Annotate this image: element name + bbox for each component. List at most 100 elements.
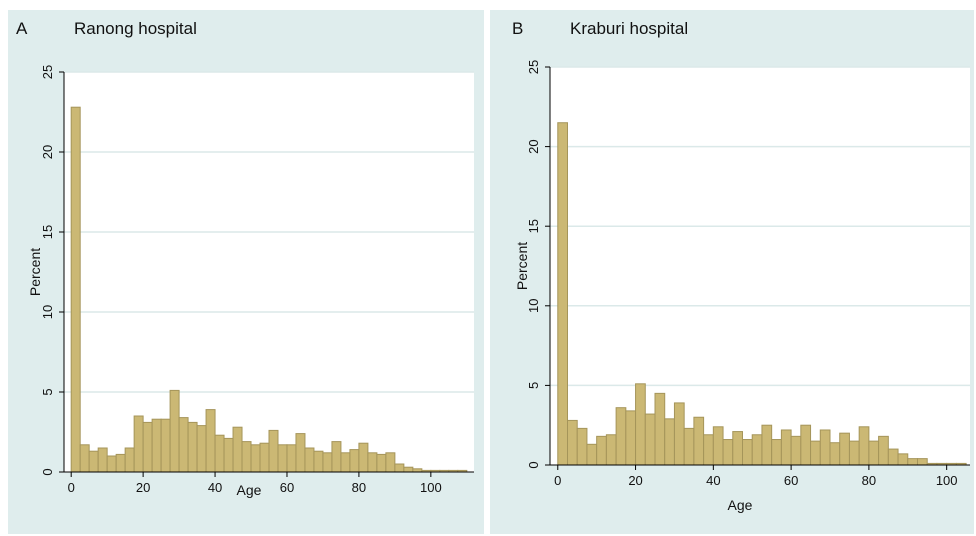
histogram-bar	[403, 466, 414, 473]
histogram-bar	[313, 450, 324, 473]
y-tick-label: 10	[40, 305, 55, 319]
x-tick-label: 0	[554, 473, 561, 488]
histogram-bar	[169, 389, 180, 473]
panel-a: 0 5 10 15 20 25 0 20 40 60 80 100 Percent Age A Ranong …	[8, 10, 484, 534]
y-tick-label: 5	[526, 382, 541, 389]
x-axis-label: Age	[237, 482, 262, 498]
histogram-bar	[214, 434, 225, 473]
y-tick-label: 0	[40, 468, 55, 475]
histogram-bar	[576, 427, 588, 466]
x-tick-label: 80	[862, 473, 876, 488]
histogram-bar	[376, 453, 387, 473]
plot-area	[64, 72, 474, 472]
histogram-bar	[887, 448, 899, 466]
y-tick-label: 20	[40, 145, 55, 159]
histogram-bar	[304, 447, 315, 473]
y-tick-label: 10	[526, 299, 541, 313]
histogram-bar	[223, 437, 234, 473]
y-tick-label: 25	[526, 60, 541, 74]
histogram-bar	[848, 440, 860, 466]
histogram-bar	[259, 442, 270, 473]
x-tick-label: 60	[784, 473, 798, 488]
histogram-bar	[331, 441, 342, 473]
histogram-bar	[635, 383, 646, 466]
histogram-bar	[394, 463, 405, 473]
histogram-bar	[250, 444, 261, 473]
histogram-bar	[178, 417, 189, 473]
x-tick-label: 40	[706, 473, 720, 488]
histogram-bar	[615, 407, 627, 466]
histogram-bar	[286, 444, 297, 473]
histogram-bar	[917, 458, 928, 466]
histogram-bar	[160, 418, 171, 473]
y-tick-label: 25	[40, 65, 55, 79]
histogram-bar	[367, 452, 378, 473]
panel-title: Kraburi hospital	[570, 19, 688, 38]
histogram-bar	[322, 452, 333, 473]
histogram-bar	[187, 421, 198, 473]
histogram-bar	[742, 439, 753, 466]
histogram-bar	[232, 426, 243, 473]
histogram-bar	[761, 424, 773, 466]
histogram-bar	[819, 429, 831, 466]
histogram-bar	[839, 432, 850, 466]
y-tick-label: 0	[526, 461, 541, 468]
plot-area	[550, 67, 970, 465]
x-tick-label: 20	[136, 480, 150, 495]
histogram-bar	[340, 452, 351, 473]
histogram-bar	[605, 434, 617, 466]
histogram-bar	[596, 435, 607, 466]
histogram-bar	[97, 447, 108, 473]
panel-b: 0 5 10 15 20 25 0 20 40 60 80 100 Percent Age B Kraburi…	[490, 10, 974, 534]
histogram-bar	[810, 440, 821, 466]
histogram-bar	[673, 402, 685, 466]
y-tick-label: 5	[40, 388, 55, 395]
histogram-bar	[142, 421, 153, 473]
histogram-bar	[664, 418, 675, 466]
x-tick-label: 40	[208, 480, 222, 495]
histogram-bar	[586, 443, 598, 466]
histogram-bar	[878, 435, 889, 466]
y-axis-label: Percent	[514, 242, 530, 290]
x-tick-label: 100	[936, 473, 958, 488]
histogram-bar	[693, 416, 705, 466]
histogram-bar	[124, 447, 135, 473]
histogram-bar	[751, 434, 763, 466]
histogram-bar	[897, 453, 909, 466]
histogram-bar	[88, 450, 99, 473]
histogram-bar	[654, 392, 666, 466]
x-tick-label: 60	[280, 480, 294, 495]
y-tick-label: 15	[40, 225, 55, 239]
histogram-bar	[868, 440, 880, 466]
histogram-bar	[79, 444, 90, 473]
histogram-bar	[295, 433, 306, 473]
y-tick-label: 20	[526, 139, 541, 153]
x-axis-label: Age	[728, 497, 753, 513]
histogram-bar	[829, 442, 841, 466]
histogram-bar	[277, 444, 288, 473]
histogram-bar	[644, 413, 656, 466]
x-tick-label: 20	[628, 473, 642, 488]
histogram-bar	[771, 439, 782, 466]
histogram-bar	[712, 426, 724, 466]
x-tick-label: 0	[68, 480, 75, 495]
histogram-bar	[70, 106, 81, 473]
histogram-bar	[115, 453, 126, 473]
y-axis-label: Percent	[27, 248, 43, 296]
histogram-bar	[106, 455, 117, 473]
panel-letter: A	[16, 19, 28, 38]
x-tick-label: 100	[420, 480, 442, 495]
histogram-bar	[625, 410, 637, 466]
histogram-bar	[196, 425, 207, 473]
histogram-bar	[557, 122, 568, 466]
histogram-bar	[151, 418, 162, 473]
histogram-bar	[703, 434, 714, 466]
histogram-bar	[780, 429, 792, 466]
histogram-bar	[205, 409, 216, 473]
histogram-bar	[790, 435, 802, 466]
histogram-bar	[241, 441, 252, 473]
histogram-bar	[907, 458, 918, 466]
histogram-bar	[858, 426, 870, 466]
histogram-bar	[722, 439, 734, 466]
